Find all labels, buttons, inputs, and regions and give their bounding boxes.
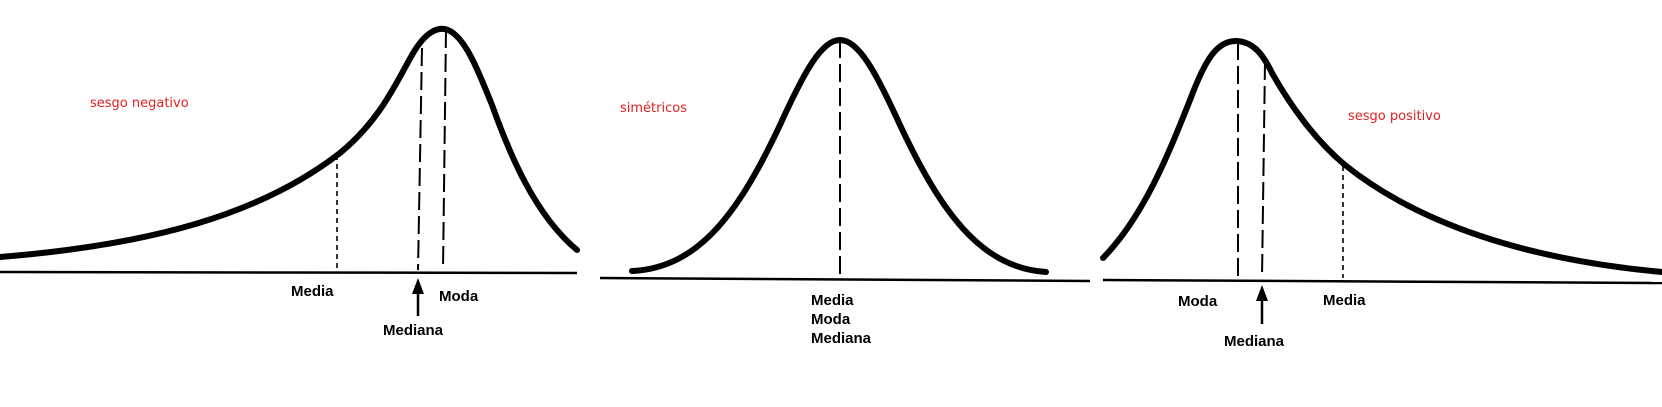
mediana-label-negative: Mediana	[383, 322, 444, 339]
moda-label-symmetric: Moda	[811, 311, 851, 328]
mediana-label-positive: Mediana	[1224, 333, 1285, 350]
curve-negative-skew	[0, 25, 580, 260]
mediana-arrow-head-negative	[412, 278, 424, 294]
moda-line-negative	[442, 29, 447, 271]
panel-negative-skew: sesgo negativo Media Moda Mediana	[0, 25, 580, 339]
panel-positive-skew: sesgo positivo Moda Media Mediana	[1100, 38, 1662, 350]
media-label-negative: Media	[291, 283, 334, 300]
panel-symmetric: simétricos Media Moda Mediana	[599, 37, 1091, 347]
moda-label-positive: Moda	[1178, 293, 1218, 310]
curve-positive-skew	[1100, 38, 1662, 275]
mediana-label-symmetric: Mediana	[811, 330, 872, 347]
baseline-negative	[0, 270, 578, 275]
baseline-positive	[1102, 278, 1662, 285]
baseline-symmetric	[599, 276, 1091, 283]
caption-negative-skew: sesgo negativo	[90, 96, 189, 111]
mediana-arrow-head-positive	[1256, 285, 1268, 301]
caption-positive-skew: sesgo positivo	[1348, 109, 1441, 124]
moda-label-negative: Moda	[439, 288, 479, 305]
mediana-line-negative	[417, 47, 423, 271]
media-label-symmetric: Media	[811, 292, 854, 309]
media-label-positive: Media	[1323, 292, 1366, 309]
mediana-line-positive	[1261, 61, 1266, 279]
caption-symmetric: simétricos	[620, 101, 687, 116]
